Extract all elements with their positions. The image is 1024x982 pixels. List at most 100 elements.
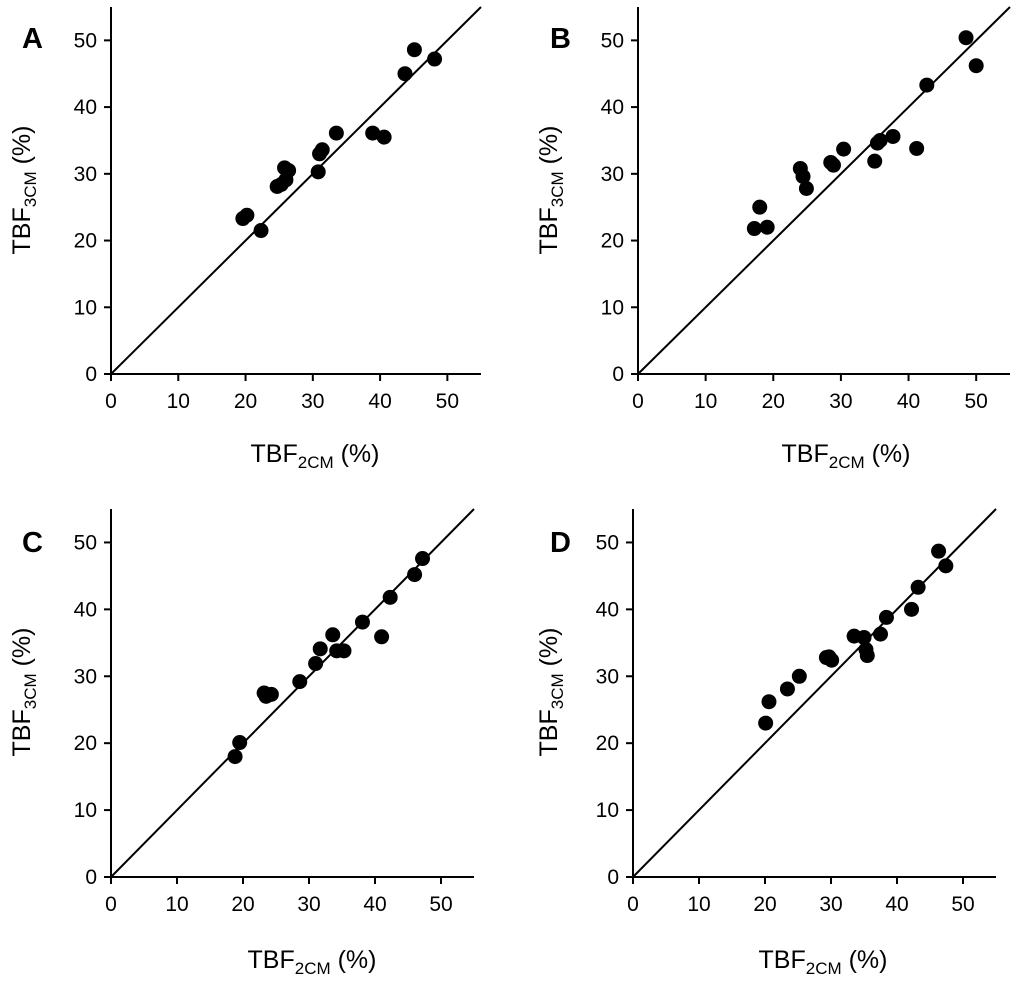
data-point: [859, 648, 875, 664]
y-axis-title-main: TBF: [535, 709, 563, 756]
x-axis-title: TBF2CM (%): [759, 946, 888, 978]
x-tick-label: 20: [231, 893, 254, 916]
x-tick-label: 50: [965, 390, 988, 413]
data-point: [910, 579, 926, 595]
y-tick-label: 50: [74, 531, 97, 554]
data-point: [312, 641, 328, 657]
y-tick-label: 0: [85, 363, 97, 386]
y-tick-label: 0: [612, 363, 624, 386]
x-tick-label: 0: [105, 390, 117, 413]
data-point: [752, 199, 768, 215]
x-axis-title-main: TBF: [251, 440, 298, 468]
y-axis-title-unit: (%): [8, 126, 36, 172]
panel-letter: D: [550, 527, 571, 559]
data-point: [825, 157, 841, 173]
data-point: [791, 668, 807, 684]
data-point: [931, 543, 947, 559]
data-point: [374, 629, 390, 645]
data-point: [407, 567, 423, 583]
data-point: [958, 30, 974, 46]
y-axis-title-unit: (%): [535, 628, 563, 674]
data-point: [909, 140, 925, 156]
y-tick-label: 20: [596, 732, 619, 755]
x-tick-label: 10: [694, 390, 717, 413]
data-point: [873, 626, 888, 642]
y-axis-title: TBF3CM (%): [8, 628, 40, 757]
data-point: [878, 609, 894, 625]
x-tick-label: 50: [951, 893, 974, 916]
data-point: [354, 614, 370, 630]
y-tick-label: 0: [85, 866, 97, 889]
y-axis-title: TBF3CM (%): [8, 126, 40, 255]
data-point: [968, 58, 984, 74]
y-tick-label: 10: [74, 296, 97, 319]
data-point: [919, 77, 935, 93]
data-point: [746, 221, 762, 237]
y-tick-label: 30: [596, 665, 619, 688]
y-tick-label: 10: [596, 799, 619, 822]
y-tick-label: 50: [596, 531, 619, 554]
data-point: [314, 142, 330, 158]
panel-letter: A: [22, 23, 43, 55]
data-point: [382, 589, 398, 605]
data-point: [761, 694, 777, 710]
y-tick-label: 40: [596, 598, 619, 621]
x-tick-label: 40: [363, 893, 386, 916]
x-tick-label: 0: [105, 893, 117, 916]
x-tick-label: 30: [297, 893, 320, 916]
x-tick-label: 30: [819, 893, 842, 916]
panel-letter: B: [550, 23, 571, 55]
data-point: [856, 629, 872, 645]
x-tick-label: 40: [368, 390, 391, 413]
data-point: [836, 141, 852, 157]
data-point: [310, 164, 326, 180]
identity-line: [632, 508, 997, 878]
data-point: [885, 128, 901, 144]
x-tick-label: 30: [301, 390, 324, 413]
data-point: [308, 656, 324, 672]
data-point: [365, 125, 381, 141]
data-point: [325, 627, 341, 643]
data-point: [938, 558, 954, 574]
x-tick-label: 0: [627, 893, 639, 916]
data-point: [904, 601, 920, 617]
x-axis-title-main: TBF: [759, 946, 806, 974]
data-point: [798, 180, 814, 196]
data-point: [263, 686, 279, 702]
x-tick-label: 50: [429, 893, 452, 916]
y-tick-label: 20: [601, 230, 624, 253]
x-axis-title-unit: (%): [331, 946, 377, 974]
y-tick-label: 10: [601, 296, 624, 319]
data-point: [824, 652, 840, 668]
identity-line: [110, 6, 482, 375]
y-axis-title-subscript: 3CM: [548, 673, 567, 709]
data-point: [427, 51, 443, 67]
y-axis-title-subscript: 3CM: [21, 673, 40, 709]
x-tick-label: 40: [885, 893, 908, 916]
data-point: [292, 674, 308, 690]
data-point: [328, 125, 344, 141]
y-tick-label: 30: [601, 163, 624, 186]
x-tick-label: 50: [436, 390, 459, 413]
y-axis-title-unit: (%): [535, 126, 563, 172]
x-axis-title: TBF2CM (%): [782, 440, 911, 472]
x-axis-title-unit: (%): [334, 440, 380, 468]
y-tick-label: 20: [74, 230, 97, 253]
y-tick-label: 10: [74, 799, 97, 822]
data-point: [281, 162, 297, 178]
x-tick-label: 10: [165, 893, 188, 916]
x-axis-title-main: TBF: [248, 946, 295, 974]
panel-letter: C: [22, 527, 43, 559]
x-tick-label: 20: [753, 893, 776, 916]
x-tick-label: 0: [632, 390, 644, 413]
x-tick-label: 10: [687, 893, 710, 916]
y-axis-title: TBF3CM (%): [535, 628, 567, 757]
x-axis-title-unit: (%): [865, 440, 911, 468]
data-point: [232, 735, 248, 751]
x-tick-label: 20: [762, 390, 785, 413]
